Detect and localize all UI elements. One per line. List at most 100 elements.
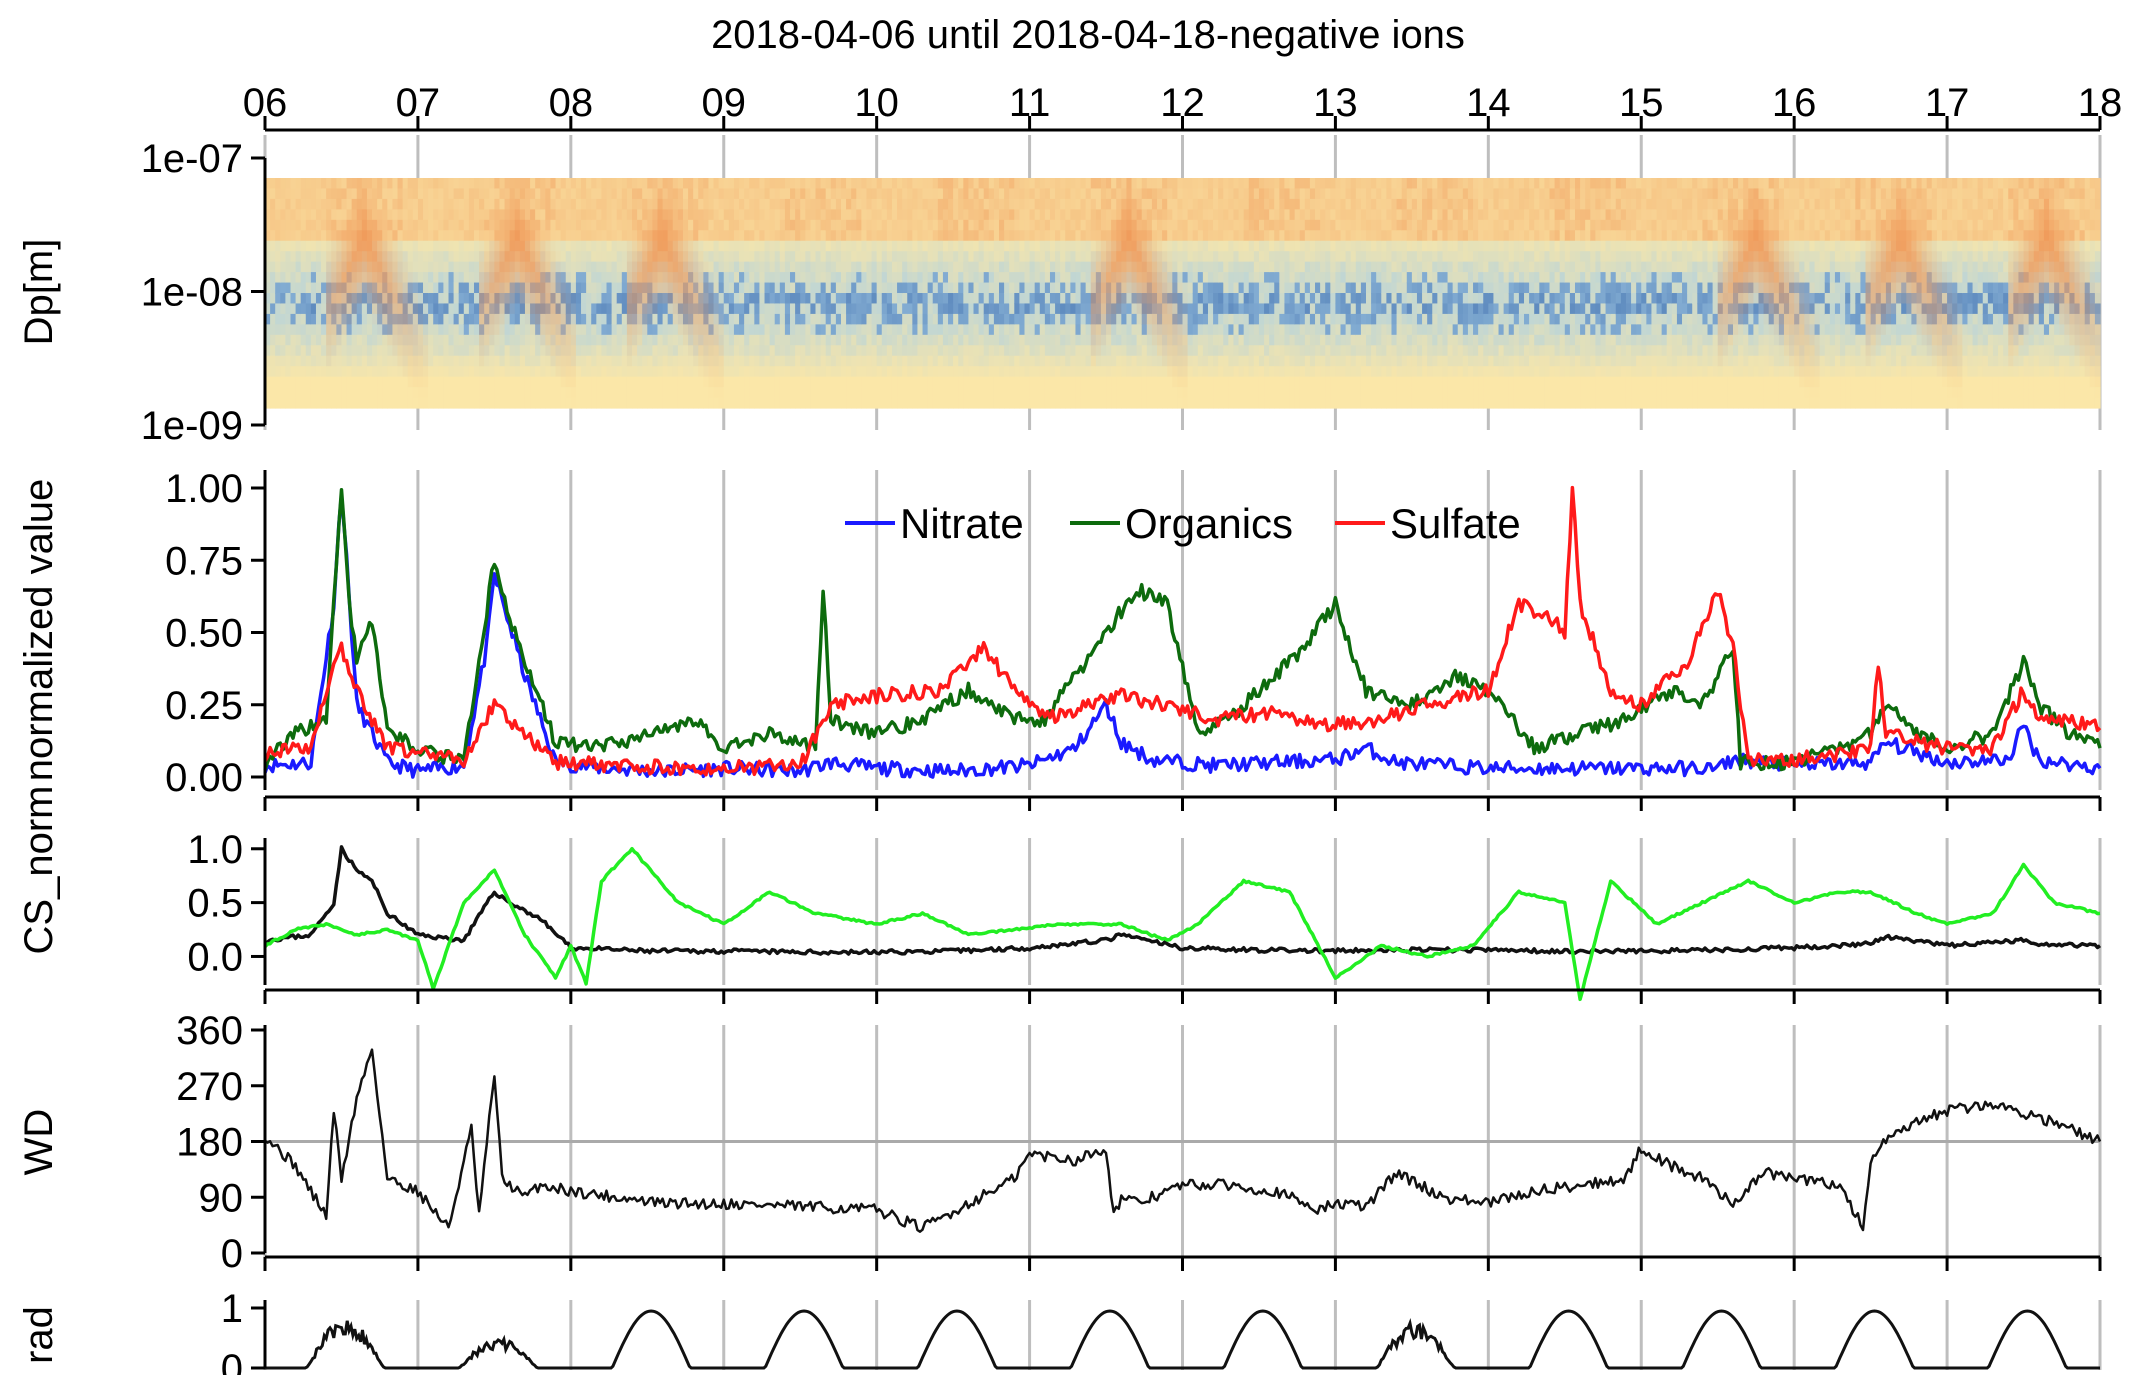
heat-cell: [637, 387, 643, 399]
heat-cell: [1187, 272, 1194, 284]
heat-cell: [1014, 366, 1020, 378]
heat-cell: [784, 230, 791, 242]
heat-cell: [1070, 230, 1077, 242]
heat-cell: [861, 272, 868, 284]
heat-cell: [830, 261, 837, 273]
heat-cell: [285, 303, 292, 315]
heat-cell: [453, 188, 460, 200]
heat-cell: [1279, 376, 1286, 388]
heat-cell: [448, 230, 455, 242]
heat-cell: [810, 334, 817, 346]
heat-cell: [988, 355, 995, 367]
heat-cell: [825, 387, 832, 399]
heat-cell: [1151, 324, 1158, 336]
heat-cell: [1228, 230, 1235, 242]
heat-cell: [448, 355, 455, 367]
heat-cell: [1004, 313, 1010, 325]
heat-cell: [581, 397, 587, 409]
heat-cell: [907, 334, 913, 346]
heat-cell: [463, 198, 470, 210]
heat-cell: [586, 376, 592, 388]
heat-cell: [805, 387, 812, 399]
heat-cell: [611, 282, 618, 294]
heat-cell: [897, 334, 903, 346]
heat-cell: [1162, 345, 1168, 357]
heat-cell: [953, 303, 959, 315]
heat-cell: [693, 355, 699, 367]
heat-cell: [499, 261, 506, 273]
heat-cell: [382, 324, 388, 336]
heat-cell: [642, 261, 648, 273]
heat-cell: [733, 198, 740, 210]
heat-cell: [1269, 178, 1275, 190]
heat-cell: [300, 188, 307, 200]
heat-cell: [983, 219, 990, 231]
heat-cell: [647, 219, 653, 231]
heat-cell: [300, 198, 307, 210]
heat-cell: [341, 251, 348, 263]
heat-cell: [835, 230, 842, 242]
heat-cell: [596, 209, 603, 221]
heat-cell: [1090, 387, 1097, 399]
heat-cell: [524, 293, 531, 305]
heat-cell: [453, 261, 460, 273]
heat-cell: [1238, 345, 1245, 357]
heat-cell: [448, 397, 455, 409]
heat-cell: [1024, 345, 1031, 357]
heat-cell: [1065, 209, 1071, 221]
heat-cell: [1126, 209, 1133, 221]
heat-cell: [1264, 209, 1270, 221]
heat-cell: [570, 397, 577, 409]
heat-cell: [463, 355, 470, 367]
heat-cell: [861, 230, 868, 242]
heat-cell: [1187, 397, 1194, 409]
heat-cell: [774, 198, 781, 210]
heat-cell: [438, 355, 445, 367]
heat-cell: [1131, 366, 1138, 378]
heat-cell: [942, 240, 949, 252]
heat-cell: [927, 272, 934, 284]
heat-cell: [764, 209, 771, 221]
heat-cell: [443, 282, 450, 294]
heat-cell: [1126, 376, 1133, 388]
heat-cell: [1248, 261, 1255, 273]
heat-cell: [433, 261, 439, 273]
heat-cell: [438, 334, 445, 346]
heat-cell: [1213, 282, 1219, 294]
heat-cell: [1049, 293, 1056, 305]
heat-cell: [509, 303, 516, 315]
heat-cell: [433, 313, 439, 325]
heat-cell: [1146, 230, 1153, 242]
heat-cell: [540, 313, 546, 325]
heat-cell: [881, 334, 888, 346]
heat-cell: [463, 251, 470, 263]
heat-cell: [728, 198, 735, 210]
heat-cell: [1335, 313, 1342, 325]
heat-cell: [1228, 178, 1235, 190]
heat-cell: [805, 345, 812, 357]
heat-cell: [346, 397, 353, 409]
heat-cell: [1366, 188, 1372, 200]
heat-cell: [1218, 240, 1224, 252]
heat-cell: [1019, 324, 1026, 336]
heat-cell: [800, 313, 806, 325]
heat-cell: [662, 198, 669, 210]
heat-cell: [749, 219, 755, 231]
heat-cell: [1345, 313, 1352, 325]
heat-cell: [300, 282, 307, 294]
heat-cell: [728, 313, 735, 325]
heat-cell: [1391, 355, 1398, 367]
heat-cell: [1172, 345, 1179, 357]
heat-cell: [361, 261, 368, 273]
heat-cell: [708, 303, 715, 315]
heat-cell: [866, 324, 873, 336]
heat-cell: [973, 282, 980, 294]
heat-cell: [1284, 219, 1291, 231]
heat-cell: [417, 209, 424, 221]
heat-cell: [927, 355, 934, 367]
heat-cell: [1360, 303, 1367, 315]
heat-cell: [1100, 303, 1107, 315]
heat-cell: [968, 376, 975, 388]
heat-cell: [1360, 334, 1367, 346]
heat-cell: [769, 251, 776, 263]
